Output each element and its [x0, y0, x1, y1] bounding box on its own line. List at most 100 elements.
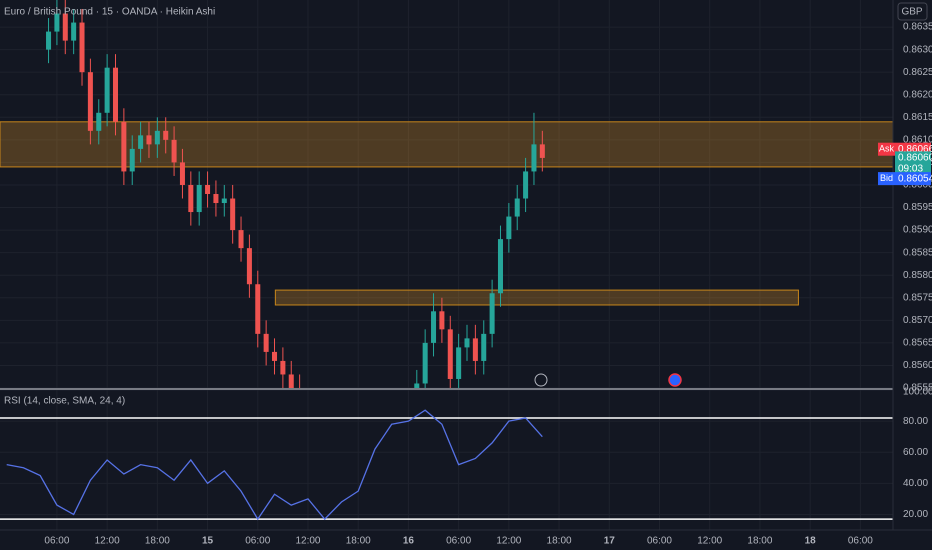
currency: GBP: [901, 7, 922, 18]
candle-body: [154, 130, 160, 145]
price-tag-label: 0.86066: [898, 144, 932, 155]
x-tick-label: 18:00: [346, 536, 371, 547]
chart-title: Euro / British Pound · 15 · OANDA · Heik…: [4, 7, 215, 18]
candle-body: [422, 342, 428, 384]
candle-body: [163, 130, 169, 140]
axes: 06:00 12:00 18:00 15 06:00 12:00 18:00 16 06:00 1…: [44, 22, 932, 547]
price-tag: [895, 151, 931, 176]
x-tick-label: 12:00: [697, 536, 722, 547]
candle-body: [481, 333, 487, 361]
x-tick-label: 06:00: [245, 536, 270, 547]
event-icon[interactable]: [668, 373, 682, 387]
candle-body: [497, 239, 503, 294]
candle-body: [205, 184, 211, 194]
y-tick-label: 100.00: [903, 387, 932, 398]
zone: [274, 289, 799, 306]
x-tick-label: 18:00: [747, 536, 772, 547]
x-tick-label: 06:00: [44, 536, 69, 547]
x-tick-label: 15: [202, 536, 214, 547]
candle-body: [431, 311, 437, 343]
candle-body: [447, 329, 453, 379]
candle-body: [288, 374, 294, 388]
rsi-pane: [0, 409, 893, 521]
x-tick-label: 06:00: [446, 536, 471, 547]
price-tag-label: 0.86054: [898, 173, 932, 184]
price-tag-name: Ask: [879, 144, 895, 154]
candle-body: [146, 135, 152, 145]
candle-body: [213, 194, 219, 204]
candle-body: [87, 72, 93, 131]
candle-body: [255, 284, 261, 334]
candle-body: [531, 144, 537, 172]
candle-body: [221, 198, 227, 204]
price-pane: [0, 0, 893, 388]
x-tick-label: 12:00: [295, 536, 320, 547]
candle-body: [272, 351, 278, 361]
y-tick-label: 40.00: [903, 478, 928, 489]
candle-body: [79, 22, 85, 73]
candle-body: [506, 216, 512, 240]
candle-body: [196, 184, 202, 213]
candle-body: [439, 311, 445, 330]
candle-body: [230, 198, 236, 231]
candle-body: [246, 248, 252, 285]
x-tick-label: 18:00: [547, 536, 572, 547]
y-tick-label: 60.00: [903, 447, 928, 458]
candle-body: [171, 139, 177, 163]
candle-body: [62, 13, 68, 41]
price-tag-name: Bid: [880, 173, 893, 183]
candle-body: [514, 198, 520, 217]
candle-body: [104, 67, 110, 113]
y-tick-label: 0.85550: [903, 383, 932, 394]
candle-body: [539, 144, 545, 158]
candle-body: [121, 121, 127, 172]
candle-body: [414, 383, 420, 388]
candle-body: [179, 162, 185, 185]
candle-body: [46, 31, 52, 50]
candle-body: [112, 67, 119, 122]
x-tick-label: 17: [604, 536, 616, 547]
y-tick-label: 80.00: [903, 416, 928, 427]
x-tick-label: 06:00: [848, 536, 873, 547]
candle-body: [188, 184, 194, 213]
x-tick-label: 16: [403, 536, 415, 547]
candle-body: [71, 22, 77, 41]
candle-body: [523, 171, 529, 199]
candle-body: [489, 293, 495, 334]
rsi-title: RSI (14, close, SMA, 24, 4): [4, 396, 125, 407]
price-tag-name-box: [878, 142, 895, 156]
candle-body: [138, 135, 144, 149]
x-tick-label: 18: [805, 536, 817, 547]
candle-body: [96, 112, 102, 131]
candle-body: [263, 333, 269, 352]
x-tick-label: 06:00: [647, 536, 672, 547]
currency-button[interactable]: [897, 2, 928, 21]
price-tag-name-box: [878, 172, 895, 186]
price-tag-label: 0.86060: [898, 153, 932, 164]
x-tick-label: 12:00: [95, 536, 120, 547]
x-tick-label: 18:00: [145, 536, 170, 547]
countdown: 09:03: [898, 164, 923, 175]
candle-body: [238, 230, 244, 249]
event-icon[interactable]: [534, 373, 548, 387]
candle-body: [129, 148, 135, 172]
candle-body: [472, 338, 478, 361]
price-tag: [895, 172, 931, 186]
y-tick-label: 20.00: [903, 509, 928, 520]
